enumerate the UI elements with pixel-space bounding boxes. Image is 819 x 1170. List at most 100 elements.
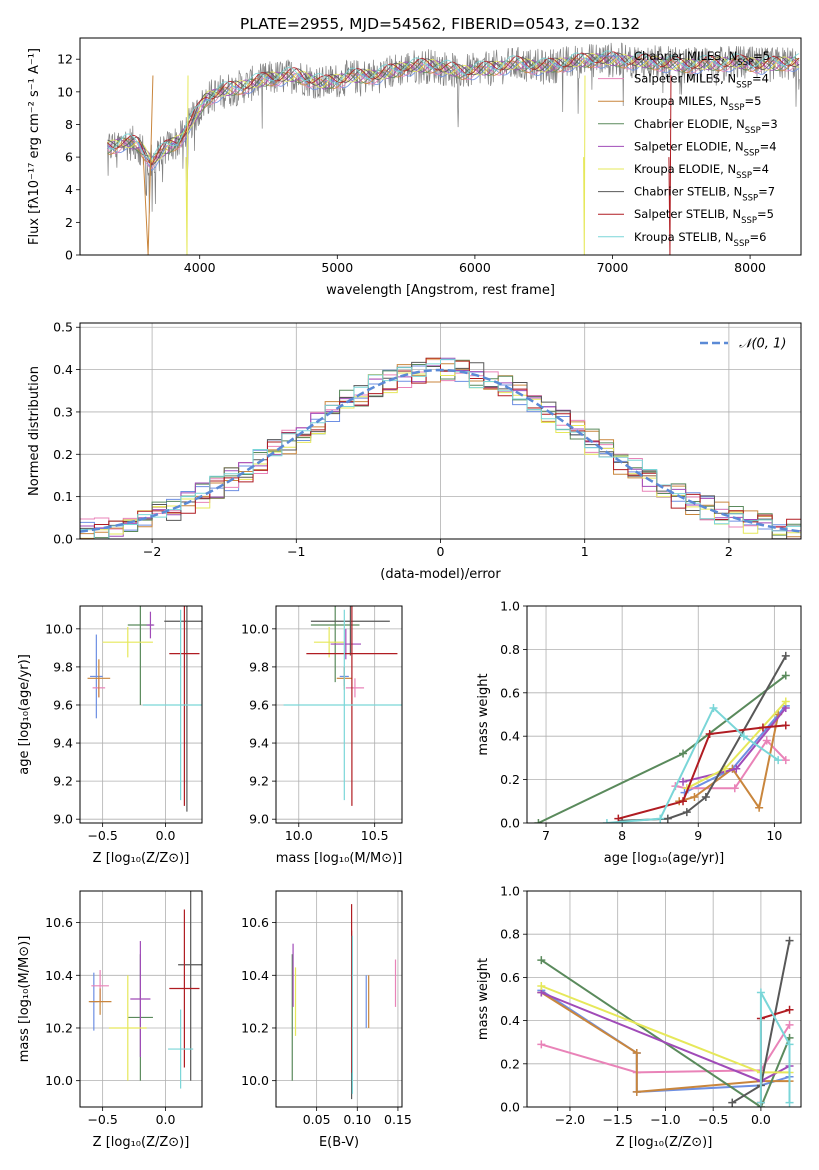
weight-point-salpeter-stelib — [785, 1005, 794, 1014]
spectrum-xtick-label: 8000 — [734, 260, 766, 275]
legend-label-salpeter-elodie: Salpeter ELODIE, NSSP=4 — [634, 139, 777, 158]
weight-point-kroupa-stelib — [785, 1098, 794, 1107]
residuals-plot-area — [80, 357, 801, 539]
residuals-xtick-label: 0 — [437, 544, 445, 559]
age_vs_Z-xlabel: Z [log₁₀(Z/Z⊙)] — [93, 851, 190, 866]
spectrum-ytick-label: 12 — [57, 52, 73, 67]
weight_vs_Z-ytick-label: 0.2 — [500, 1056, 520, 1071]
legend-label-salpeter-miles: Salpeter MILES, NSSP=4 — [634, 72, 769, 91]
weight-point-salpeter-stelib — [705, 730, 714, 739]
spectrum-ylabel: Flux [fλ10⁻¹⁷ erg cm⁻² s⁻¹ A⁻¹] — [27, 48, 42, 245]
mass-vs-ebv-panel: 0.05 0.10 0.15 10.0 10.2 10.4 10.6 E(B-V) — [241, 890, 412, 1150]
weight-line-salpeter-stelib — [759, 1008, 790, 1103]
residuals-ytick-label: 0.4 — [53, 362, 73, 377]
weight-point-salpeter-miles — [785, 1020, 794, 1029]
weight_vs_Z-plot-area — [537, 936, 794, 1107]
weight-line-kroupa-stelib — [759, 992, 791, 1103]
mass-vs-z-panel: −0.5 0.0 10.0 10.2 10.4 10.6 Z [log₁₀(Z/Z⊙)] ma… — [17, 890, 203, 1150]
weight_vs_age-ytick-label: 0.4 — [500, 729, 520, 744]
weight-point-kroupa-elodie — [781, 697, 790, 706]
age_vs_Z-frame — [79, 605, 203, 824]
weight_vs_Z-ytick-label: 0.6 — [500, 970, 520, 985]
mass_vs_Z-xlabel: Z [log₁₀(Z/Z⊙)] — [93, 1135, 190, 1150]
weight-point-kroupa-miles — [690, 792, 699, 801]
weight-point-kroupa-stelib — [709, 703, 718, 712]
mass_vs_ebv-xtick-label: 0.15 — [384, 1112, 412, 1127]
legend-label-chabrier-stelib: Chabrier STELIB, NSSP=7 — [634, 185, 775, 204]
weight-point-salpeter-miles — [762, 736, 771, 745]
age_vs_Z-xtick-label: 0.0 — [156, 828, 176, 843]
mass_vs_ebv-ytick-label: 10.2 — [241, 1020, 269, 1035]
age_vs_Z-ytick-label: 9.2 — [53, 774, 73, 789]
weight_vs_Z-xtick-label: −2.0 — [555, 1112, 585, 1127]
hist-kroupa-stelib — [80, 358, 801, 539]
weight_vs_age-xtick-label: 9 — [694, 828, 702, 843]
spectrum-model-chabrier-miles — [107, 57, 800, 172]
spectrum-xtick-label: 5000 — [321, 260, 353, 275]
age_vs_mass-ytick-label: 9.4 — [249, 736, 269, 751]
spectrum-model-kroupa-stelib — [107, 50, 800, 160]
mass_vs_Z-ytick-label: 10.4 — [45, 968, 73, 983]
weight-point-kroupa-stelib — [785, 1040, 794, 1049]
weight_vs_Z-xtick-label: −1.0 — [650, 1112, 680, 1127]
weight_vs_age-ylabel: mass weight — [476, 673, 491, 755]
spectrum-panel: 4000 5000 6000 7000 8000 0 2 4 6 8 10 12 wavelength … — [27, 37, 802, 298]
weight-line-chabrier-elodie — [540, 959, 791, 1107]
residuals-ylabel: Normed distribution — [27, 366, 42, 496]
weight-point-salpeter-elodie — [732, 764, 741, 773]
spectrum-ytick-label: 2 — [65, 215, 73, 230]
residuals-xtick-label: −2 — [143, 544, 161, 559]
weight_vs_Z-ytick-label: 0.0 — [500, 1100, 520, 1115]
weight_vs_Z-xtick-label: −1.5 — [603, 1112, 633, 1127]
weight_vs_age-ytick-label: 0.0 — [500, 816, 520, 831]
residuals-xtick-label: 1 — [581, 544, 589, 559]
age_vs_Z-ytick-label: 9.0 — [53, 812, 73, 827]
mass_vs_Z-ytick-label: 10.2 — [45, 1020, 73, 1035]
spectrum-ytick-label: 6 — [65, 150, 73, 165]
mass_vs_Z-ytick-label: 10.0 — [45, 1073, 73, 1088]
weight_vs_age-xtick-label: 7 — [542, 828, 550, 843]
spectrum-dip-3 — [668, 75, 672, 255]
spectrum-plot-area — [107, 42, 800, 255]
age_vs_Z-ytick-label: 9.8 — [53, 659, 73, 674]
age_vs_mass-plot-area — [283, 606, 402, 806]
age_vs_mass-ytick-label: 9.6 — [249, 697, 269, 712]
mass_vs_ebv-ytick-label: 10.0 — [241, 1073, 269, 1088]
age-vs-mass-panel: 10.0 10.5 9.0 9.2 9.4 9.6 9.8 10.0 mass [log₁₀(M… — [241, 605, 403, 866]
weight-point-kroupa-stelib — [756, 988, 765, 997]
weight-point-kroupa-stelib — [602, 819, 611, 823]
age_vs_Z-plot-area — [87, 606, 202, 812]
weight_vs_age-xtick-label: 10 — [766, 828, 782, 843]
weight-point-kroupa-miles — [755, 803, 764, 812]
weight_vs_Z-ytick-label: 0.8 — [500, 927, 520, 942]
weight-point-kroupa-elodie — [537, 982, 546, 991]
weight_vs_Z-ytick-label: 0.4 — [500, 1013, 520, 1028]
weight_vs_age-ytick-label: 1.0 — [500, 599, 520, 614]
mass_vs_ebv-plot-area — [291, 904, 397, 1100]
weight_vs_age-xtick-label: 8 — [618, 828, 626, 843]
weight-point-kroupa-stelib — [774, 756, 783, 765]
weight-point-chabrier-elodie — [679, 749, 688, 758]
mass_vs_Z-ylabel: mass [log₁₀(M/M⊙)] — [17, 936, 32, 1063]
weight-point-salpeter-elodie — [679, 777, 688, 786]
weight-point-chabrier-stelib — [785, 936, 794, 945]
spectrum-ytick-label: 10 — [57, 84, 73, 99]
residuals-xtick-label: −1 — [287, 544, 305, 559]
weight-point-salpeter-miles — [537, 1040, 546, 1049]
weight-point-chabrier-elodie — [534, 819, 543, 823]
weight-vs-z-panel: −2.0 −1.5 −1.0 −0.5 0.0 0.0 0.2 0.4 0.6 0.8 1.0 Z [… — [476, 884, 802, 1150]
mass_vs_ebv-xtick-label: 0.05 — [303, 1112, 331, 1127]
weight_vs_age-xlabel: age [log₁₀(age/yr)] — [604, 851, 725, 866]
mass_vs_Z-xtick-label: −0.5 — [87, 1112, 117, 1127]
age_vs_Z-xtick-label: −0.5 — [87, 828, 117, 843]
mass_vs_Z-xtick-label: 0.0 — [156, 1112, 176, 1127]
spectrum-xtick-label: 7000 — [597, 260, 629, 275]
spectrum-model-salpeter-miles — [107, 56, 800, 169]
weight_vs_Z-xlabel: Z [log₁₀(Z/Z⊙)] — [616, 1135, 713, 1150]
mass_vs_Z-plot-area — [88, 891, 202, 1089]
mass_vs_Z-ytick-label: 10.6 — [45, 915, 73, 930]
weight-point-chabrier-stelib — [781, 651, 790, 660]
weight_vs_Z-frame — [526, 890, 802, 1108]
